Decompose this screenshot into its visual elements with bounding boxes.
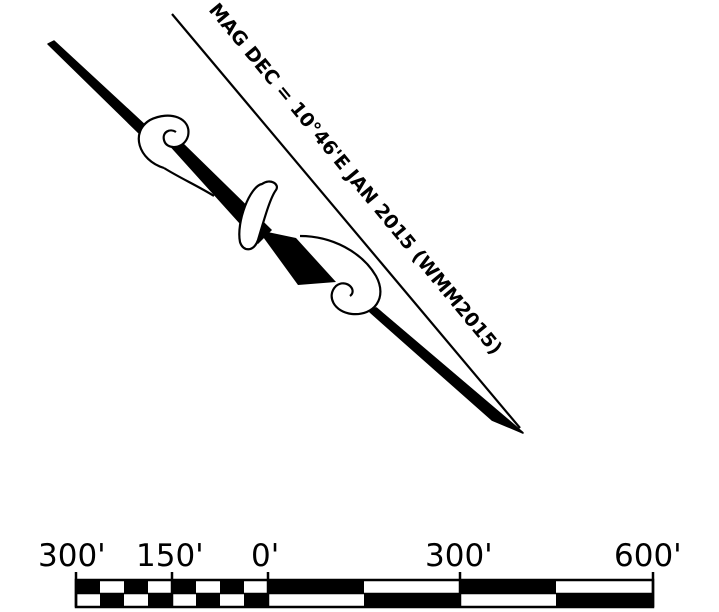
scale-label-600: 600' — [614, 538, 682, 574]
scale-label-150: 150' — [136, 538, 204, 574]
scale-bar-segments — [268, 580, 653, 607]
arrow-scroll-upper-tail — [163, 167, 215, 197]
arrow-head-outline — [375, 307, 524, 434]
scale-label-300-left: 300' — [38, 538, 106, 574]
scale-bar: 300' 150' 0' 300' 600' — [38, 538, 682, 609]
arrow-blade-lower — [258, 230, 336, 285]
magnetic-north-arrow — [47, 40, 524, 434]
arrow-scroll-lower — [299, 234, 382, 316]
scale-bar-ticks — [74, 572, 655, 607]
true-north-line — [171, 13, 521, 429]
arrow-scroll-upper — [137, 114, 190, 170]
scale-bar-checkers — [76, 580, 268, 607]
scale-label-0: 0' — [251, 538, 279, 574]
arrow-knot — [238, 180, 278, 251]
arrow-tail-wedge — [47, 40, 149, 135]
scale-label-300-right: 300' — [425, 538, 493, 574]
